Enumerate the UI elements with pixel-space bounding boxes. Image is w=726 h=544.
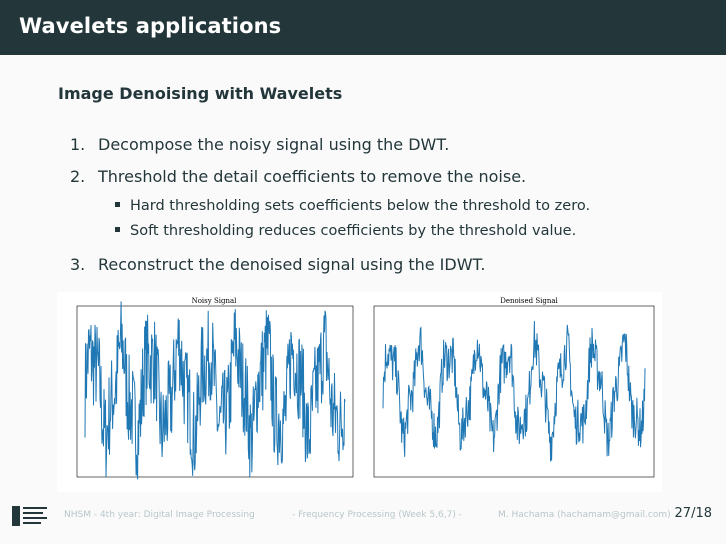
step-3: 3. Reconstruct the denoised signal using … xyxy=(70,255,485,274)
footer: NHSM - 4th year: Digital Image Processin… xyxy=(0,500,726,530)
noisy-signal-line xyxy=(84,301,346,480)
denoised-signal-line xyxy=(382,320,646,462)
institution-logo xyxy=(12,506,47,526)
step-number: 1. xyxy=(70,135,86,154)
bullet-icon xyxy=(115,201,120,207)
step-text: Threshold the detail coefficients to rem… xyxy=(98,167,527,186)
bullet-hard-threshold: Hard thresholding sets coefficients belo… xyxy=(115,198,590,214)
title-bar: Wavelets applications xyxy=(0,0,726,55)
slide-subtitle: Image Denoising with Wavelets xyxy=(58,84,343,103)
step-1: 1. Decompose the noisy signal using the D… xyxy=(70,135,449,154)
bullet-soft-threshold: Soft thresholding reduces coefficients b… xyxy=(115,223,576,239)
step-2: 2. Threshold the detail coefficients to r… xyxy=(70,167,526,186)
denoised-plot-title: Denoised Signal xyxy=(500,297,558,305)
page-number: 27/18 xyxy=(674,506,712,521)
noisy-plot-frame xyxy=(76,305,354,478)
signal-plots: Noisy Signal Denoised Signal xyxy=(76,297,655,480)
step-number: 3. xyxy=(70,255,86,274)
footer-author: M. Hachama (hachamam@gmail.com) xyxy=(498,510,671,520)
signal-figure: Noisy Signal Denoised Signal xyxy=(57,292,662,492)
slide-title: Wavelets applications xyxy=(19,14,282,38)
step-text: Decompose the noisy signal using the DWT… xyxy=(98,135,450,154)
denoised-plot-frame xyxy=(373,305,655,478)
step-text: Reconstruct the denoised signal using th… xyxy=(98,255,486,274)
bullet-text: Soft thresholding reduces coefficients b… xyxy=(130,223,577,239)
footer-course: NHSM - 4th year: Digital Image Processin… xyxy=(64,510,255,520)
bullet-icon xyxy=(115,226,120,232)
bullet-text: Hard thresholding sets coefficients belo… xyxy=(130,198,591,214)
noisy-plot-title: Noisy Signal xyxy=(192,297,238,305)
footer-section: - Frequency Processing (Week 5,6,7) - xyxy=(292,510,462,520)
step-number: 2. xyxy=(70,167,86,186)
